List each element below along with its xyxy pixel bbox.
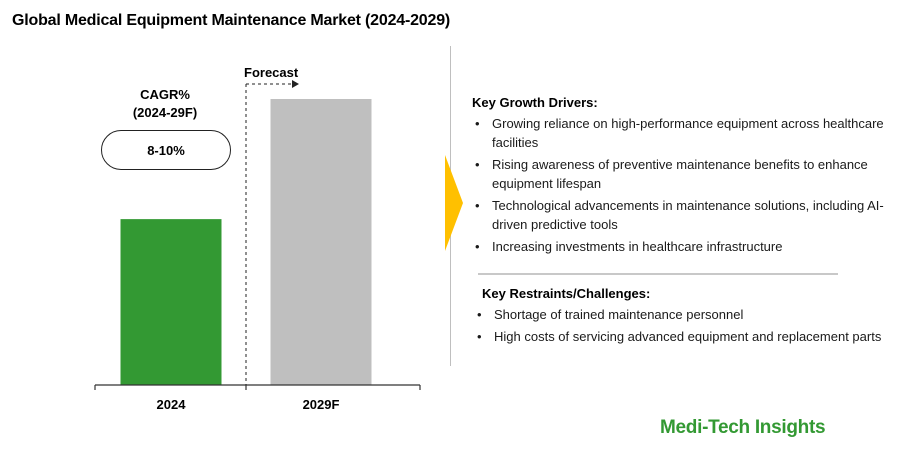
bar-chart: 2024 2029F — [94, 80, 421, 412]
forecast-arrow-head — [292, 80, 299, 88]
forecast-label: Forecast — [244, 65, 299, 80]
list-item: Growing reliance on high-performance equ… — [472, 114, 892, 152]
brand-logo: Medi-Tech Insights — [660, 417, 826, 438]
cagr-label: CAGR% (2024-29F) — [110, 86, 220, 122]
cagr-label-line1: CAGR% — [140, 87, 190, 102]
cagr-label-line2: (2024-29F) — [132, 105, 198, 120]
list-item: Increasing investments in healthcare inf… — [472, 237, 892, 256]
restraints-panel: Key Restraints/Challenges: Shortage of t… — [474, 286, 894, 346]
chart-title: Global Medical Equipment Maintenance Mar… — [12, 12, 451, 29]
growth-drivers-heading: Key Growth Drivers: — [472, 95, 598, 110]
bar-2024 — [120, 219, 222, 385]
x-tick-label: 2024 — [157, 397, 187, 412]
restraints-heading: Key Restraints/Challenges: — [482, 286, 651, 301]
restraints-list: Shortage of trained maintenance personne… — [474, 305, 894, 346]
x-tick-label: 2029F — [303, 397, 340, 412]
cagr-value-badge: 8-10% — [101, 130, 231, 170]
list-item: Shortage of trained maintenance personne… — [474, 305, 894, 324]
section-divider — [478, 273, 838, 275]
list-item: Technological advancements in maintenanc… — [472, 196, 892, 234]
growth-drivers-panel: Key Growth Drivers: Growing reliance on … — [472, 95, 892, 256]
list-item: High costs of servicing advanced equipme… — [474, 327, 894, 346]
bar-2029f — [270, 99, 372, 385]
chevron-right-icon — [445, 155, 463, 251]
growth-drivers-list: Growing reliance on high-performance equ… — [472, 114, 892, 256]
list-item: Rising awareness of preventive maintenan… — [472, 155, 892, 193]
